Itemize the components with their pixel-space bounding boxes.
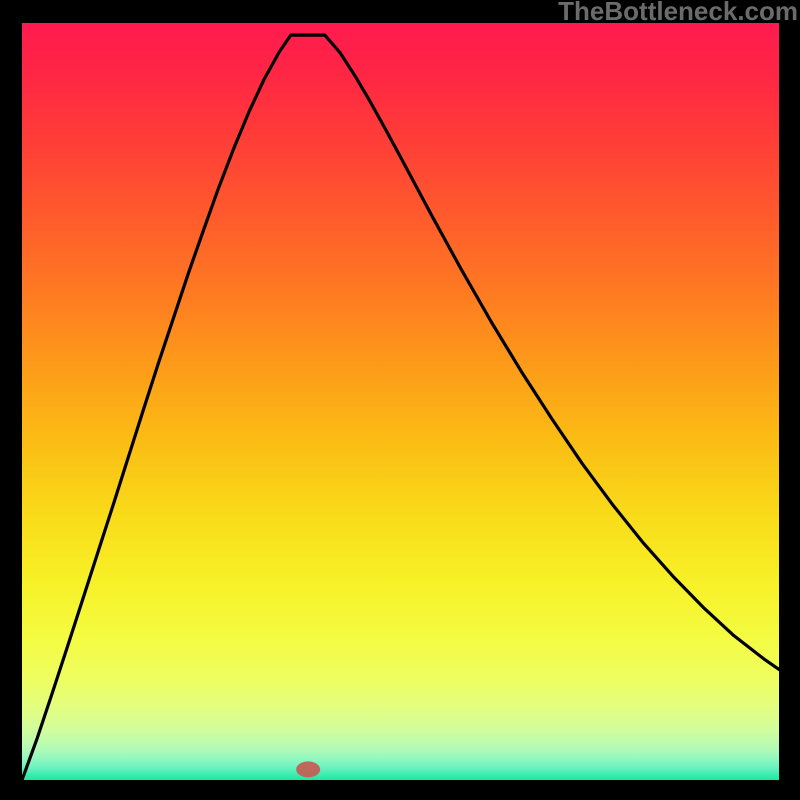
chart-svg <box>0 0 800 800</box>
chart-canvas: TheBottleneck.com <box>0 0 800 800</box>
plot-background <box>22 23 779 780</box>
optimal-point-marker <box>296 761 320 777</box>
watermark-text: TheBottleneck.com <box>558 0 798 27</box>
